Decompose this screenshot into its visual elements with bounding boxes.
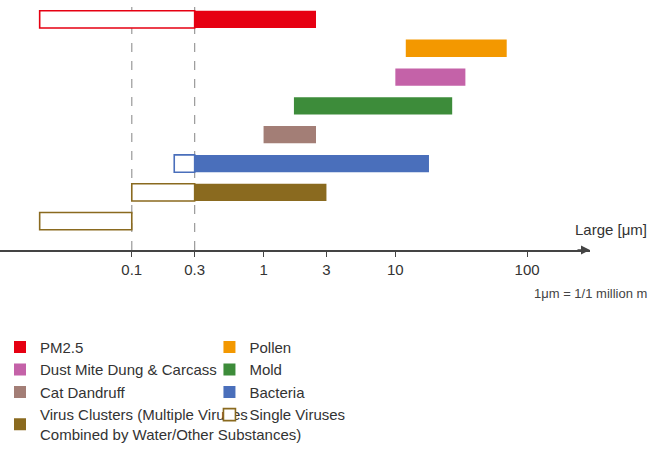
svg-text:Cat Dandruff: Cat Dandruff <box>40 384 126 401</box>
svg-text:100: 100 <box>515 261 540 278</box>
svg-text:0.1: 0.1 <box>121 261 142 278</box>
svg-text:10: 10 <box>387 261 404 278</box>
html-text:Virus Clusters (Multiple Virus: Virus Clusters (Multiple Viruses <box>40 406 248 424</box>
svg-text:Mold: Mold <box>249 361 282 378</box>
svg-text:1μm = 1/1 million m: 1μm = 1/1 million m <box>534 286 647 301</box>
svg-text:Dust Mite Dung & Carcass: Dust Mite Dung & Carcass <box>40 361 217 378</box>
svg-text:0.3: 0.3 <box>184 261 205 278</box>
html-text:Combined by Water/Other Substa: Combined by Water/Other Substances) <box>40 426 302 443</box>
svg-text:Single Viruses: Single Viruses <box>249 406 345 423</box>
svg-text:PM2.5: PM2.5 <box>40 339 83 356</box>
svg-text:Large [μm]: Large [μm] <box>575 221 647 238</box>
svg-text:Pollen: Pollen <box>249 339 291 356</box>
svg-text:1: 1 <box>259 261 267 278</box>
svg-text:3: 3 <box>322 261 330 278</box>
svg-text:Bacteria: Bacteria <box>249 384 305 401</box>
